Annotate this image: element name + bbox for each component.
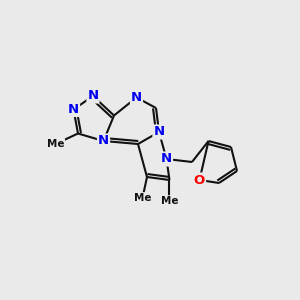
Text: N: N xyxy=(131,91,142,104)
Text: N: N xyxy=(98,134,109,148)
Text: Me: Me xyxy=(47,139,64,149)
Text: O: O xyxy=(194,173,205,187)
Text: N: N xyxy=(153,125,165,139)
Text: N: N xyxy=(68,103,79,116)
Text: Me: Me xyxy=(161,196,178,206)
Text: N: N xyxy=(87,89,99,103)
Text: Me: Me xyxy=(134,193,151,203)
Text: N: N xyxy=(161,152,172,166)
